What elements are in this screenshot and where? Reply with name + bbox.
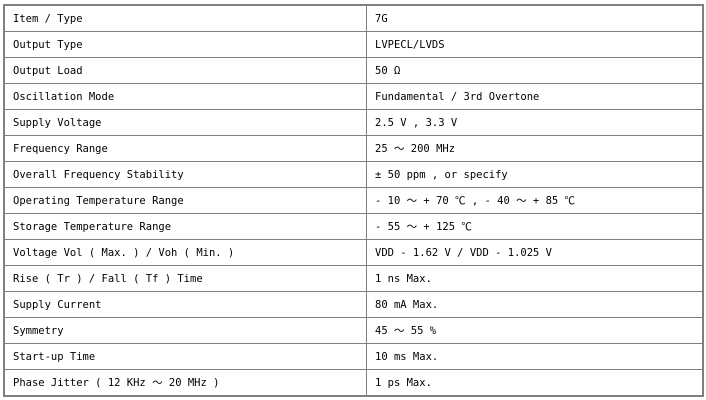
table-row: Storage Temperature Range - 55 ～ + 125 ℃ bbox=[3, 213, 704, 240]
spec-value: - 55 ～ + 125 ℃ bbox=[366, 213, 704, 240]
spec-label: Operating Temperature Range bbox=[3, 187, 367, 214]
table-row: Output Type LVPECL/LVDS bbox=[3, 31, 704, 58]
spec-value: Fundamental / 3rd Overtone bbox=[366, 83, 704, 110]
spec-value: 1 ps Max. bbox=[366, 369, 704, 397]
spec-label: Output Type bbox=[3, 31, 367, 58]
spec-value: 50 Ω bbox=[366, 57, 704, 84]
table-row: Supply Current 80 mA Max. bbox=[3, 291, 704, 318]
spec-label: Voltage Vol ( Max. ) / Voh ( Min. ) bbox=[3, 239, 367, 266]
table-row: Operating Temperature Range - 10 ～ + 70 ℃… bbox=[3, 187, 704, 214]
spec-value: 10 ms Max. bbox=[366, 343, 704, 370]
spec-value: VDD - 1.62 V / VDD - 1.025 V bbox=[366, 239, 704, 266]
table-row: Supply Voltage 2.5 V , 3.3 V bbox=[3, 109, 704, 136]
spec-value: 1 ns Max. bbox=[366, 265, 704, 292]
table-row: Output Load 50 Ω bbox=[3, 57, 704, 84]
spec-value: LVPECL/LVDS bbox=[366, 31, 704, 58]
table-row: Frequency Range 25 ～ 200 MHz bbox=[3, 135, 704, 162]
spec-value: 80 mA Max. bbox=[366, 291, 704, 318]
spec-value: 7G bbox=[366, 4, 704, 32]
spec-value: 45 ～ 55 % bbox=[366, 317, 704, 344]
spec-table-body: Item / Type 7G Output Type LVPECL/LVDS Outpu… bbox=[3, 4, 704, 397]
spec-label: Frequency Range bbox=[3, 135, 367, 162]
spec-label: Output Load bbox=[3, 57, 367, 84]
spec-table: Item / Type 7G Output Type LVPECL/LVDS Outpu… bbox=[3, 4, 704, 397]
spec-label: Symmetry bbox=[3, 317, 367, 344]
spec-label: Oscillation Mode bbox=[3, 83, 367, 110]
table-row: Oscillation Mode Fundamental / 3rd Overto… bbox=[3, 83, 704, 110]
table-row: Overall Frequency Stability ± 50 ppm , or… bbox=[3, 161, 704, 188]
spec-value: 2.5 V , 3.3 V bbox=[366, 109, 704, 136]
spec-label: Rise ( Tr ) / Fall ( Tf ) Time bbox=[3, 265, 367, 292]
spec-label: Item / Type bbox=[3, 4, 367, 32]
spec-value: ± 50 ppm , or specify bbox=[366, 161, 704, 188]
spec-label: Supply Current bbox=[3, 291, 367, 318]
spec-label: Start-up Time bbox=[3, 343, 367, 370]
table-row: Item / Type 7G bbox=[3, 4, 704, 32]
table-row: Phase Jitter ( 12 KHz ～ 20 MHz ) 1 ps Max… bbox=[3, 369, 704, 397]
table-row: Start-up Time 10 ms Max. bbox=[3, 343, 704, 370]
spec-label: Storage Temperature Range bbox=[3, 213, 367, 240]
table-row: Voltage Vol ( Max. ) / Voh ( Min. ) VDD -… bbox=[3, 239, 704, 266]
spec-label: Overall Frequency Stability bbox=[3, 161, 367, 188]
spec-value: - 10 ～ + 70 ℃ , - 40 ～ + 85 ℃ bbox=[366, 187, 704, 214]
table-row: Symmetry 45 ～ 55 % bbox=[3, 317, 704, 344]
table-row: Rise ( Tr ) / Fall ( Tf ) Time 1 ns Max. bbox=[3, 265, 704, 292]
spec-value: 25 ～ 200 MHz bbox=[366, 135, 704, 162]
spec-label: Supply Voltage bbox=[3, 109, 367, 136]
spec-label: Phase Jitter ( 12 KHz ～ 20 MHz ) bbox=[3, 369, 367, 397]
